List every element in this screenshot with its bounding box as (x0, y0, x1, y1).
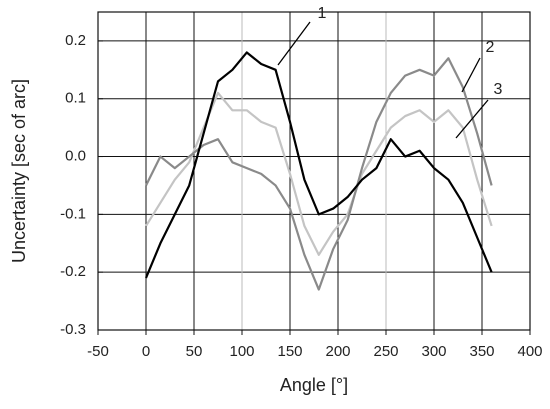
leader-line (277, 21, 311, 66)
y-tick-label: -0.2 (60, 263, 86, 280)
y-tick-label: 0.0 (65, 148, 86, 165)
x-axis-label: Angle [°] (280, 375, 348, 395)
y-axis-label: Uncertainty [sec of arc] (9, 79, 29, 263)
y-tick-label: -0.3 (60, 321, 86, 338)
y-tick-label: 0.2 (65, 32, 86, 49)
x-tick-label: 150 (277, 343, 302, 360)
x-tick-label: 350 (469, 343, 494, 360)
leader-line (461, 57, 481, 93)
x-tick-label: 400 (517, 343, 542, 360)
y-tick-label: -0.1 (60, 205, 86, 222)
x-tick-label: -50 (87, 343, 109, 360)
series-label: 1 (318, 5, 327, 22)
x-tick-label: 250 (373, 343, 398, 360)
x-tick-label: 100 (229, 343, 254, 360)
series-line (144, 51, 493, 279)
series-label: 3 (494, 81, 503, 98)
plot-frame (97, 11, 531, 331)
series-line (145, 91, 493, 256)
y-tick-label: 0.1 (65, 90, 86, 107)
series-label: 2 (486, 39, 495, 56)
x-tick-label: 300 (421, 343, 446, 360)
x-tick-label: 50 (186, 343, 203, 360)
leader-line (455, 99, 489, 139)
x-tick-label: 200 (325, 343, 350, 360)
series-line (145, 57, 493, 291)
x-tick-label: 0 (142, 343, 150, 360)
